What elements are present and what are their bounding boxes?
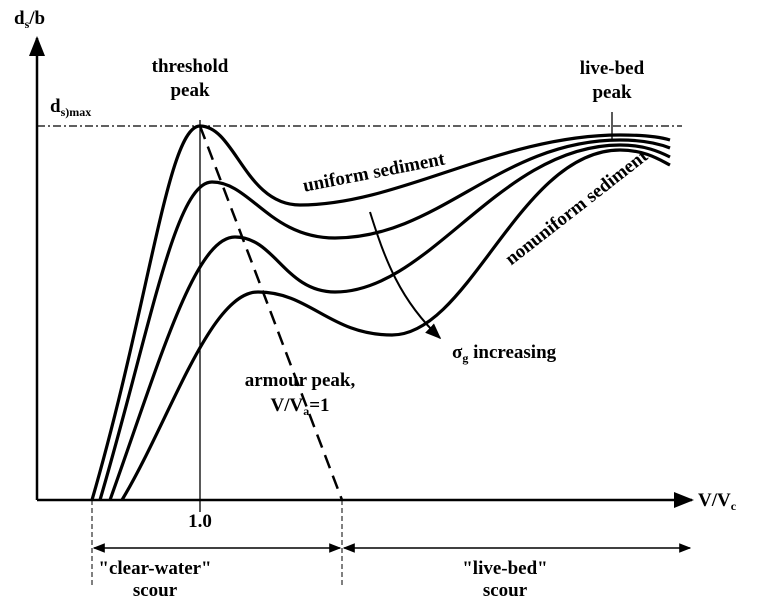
curve — [108, 143, 671, 501]
label-part: V/V — [270, 395, 303, 416]
annotation: threshold — [152, 56, 229, 77]
label-part: c — [731, 499, 737, 513]
annotation: σg increasing — [452, 342, 557, 365]
x-tick-label: 1.0 — [188, 511, 212, 532]
region-label: "clear-water" — [98, 558, 211, 579]
annotation: armour peak, — [245, 370, 356, 391]
region-label: scour — [133, 580, 178, 601]
armour-line — [198, 125, 344, 501]
curve — [90, 124, 671, 501]
curve — [98, 138, 671, 501]
region-label: "live-bed" — [462, 558, 547, 579]
curve — [120, 148, 671, 501]
label-part: σ — [452, 342, 463, 363]
label-part: g — [462, 351, 468, 365]
label-part: /b — [28, 8, 45, 29]
label-part: V/V — [698, 490, 731, 511]
region-label: scour — [483, 580, 528, 601]
annotation: live-bed — [580, 58, 645, 79]
label-part: increasing — [468, 342, 556, 363]
x-axis-label: V/Vc — [698, 490, 737, 513]
label-part: d — [14, 8, 25, 29]
label-part: s)max — [61, 105, 92, 119]
annotation: peak — [592, 82, 632, 103]
y-axis-label: ds/b — [14, 8, 45, 31]
annotation: peak — [170, 80, 210, 101]
label-part: d — [50, 96, 61, 117]
annotation: V/Va=1 — [270, 395, 329, 418]
max-label: ds)max — [50, 96, 91, 119]
curve-label: uniform sediment — [301, 148, 447, 196]
label-part: s — [25, 17, 30, 31]
label-part: =1 — [309, 395, 329, 416]
increase-arrow — [369, 211, 442, 340]
label-part: a — [303, 404, 309, 418]
